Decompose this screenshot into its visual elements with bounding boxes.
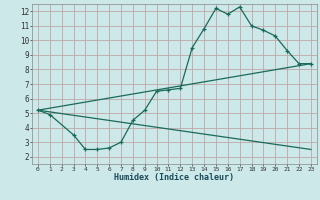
X-axis label: Humidex (Indice chaleur): Humidex (Indice chaleur)	[115, 173, 234, 182]
